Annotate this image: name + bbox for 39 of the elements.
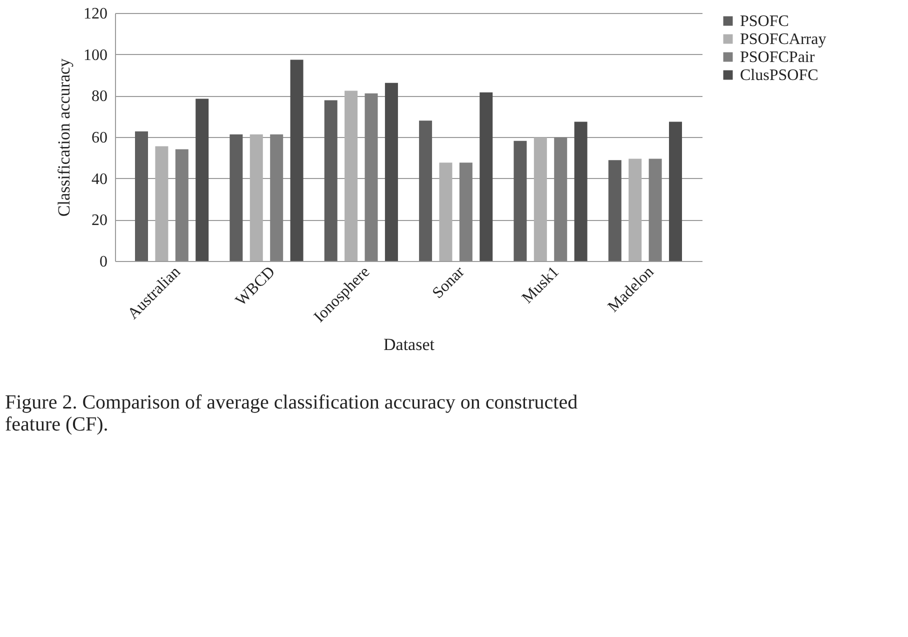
bar	[196, 98, 209, 261]
y-tick-label: 80	[92, 88, 108, 106]
bar	[554, 137, 568, 261]
bar	[250, 134, 263, 261]
bar	[175, 149, 188, 261]
bar	[419, 120, 432, 261]
y-tick-label: 40	[92, 170, 108, 188]
bar	[270, 134, 284, 261]
bar	[155, 146, 168, 261]
bar	[534, 137, 547, 261]
bar	[514, 140, 527, 261]
y-tick-label: 20	[92, 212, 108, 230]
bar	[324, 100, 338, 261]
bar	[135, 131, 148, 261]
y-tick-label: 100	[84, 46, 108, 64]
legend-label: PSOFCArray	[740, 31, 826, 48]
legend-label: PSOFCPair	[740, 49, 816, 66]
bar	[384, 82, 398, 261]
x-axis-title: Dataset	[384, 335, 435, 354]
bar	[364, 93, 378, 261]
bar	[290, 60, 304, 261]
bar	[459, 162, 472, 261]
bar	[480, 92, 493, 261]
bar	[668, 122, 682, 261]
text: feature (CF).	[5, 414, 108, 436]
bar	[344, 90, 358, 261]
legend-label: PSOFC	[740, 13, 789, 30]
y-axis-title: Classification accuracy	[54, 58, 74, 217]
bar	[574, 122, 588, 261]
bar	[230, 134, 243, 261]
y-tick-label: 60	[92, 130, 108, 146]
caption: Figure 2. Comparison of average classification accuracy on constructed	[5, 392, 578, 414]
legend-label: ClusPSOFC	[740, 67, 818, 84]
y-tick-label: 0	[100, 254, 108, 270]
y-tick-label: 120	[84, 6, 108, 22]
bar	[648, 158, 662, 261]
bar	[439, 162, 452, 261]
bar	[628, 158, 642, 261]
bar	[608, 160, 622, 261]
